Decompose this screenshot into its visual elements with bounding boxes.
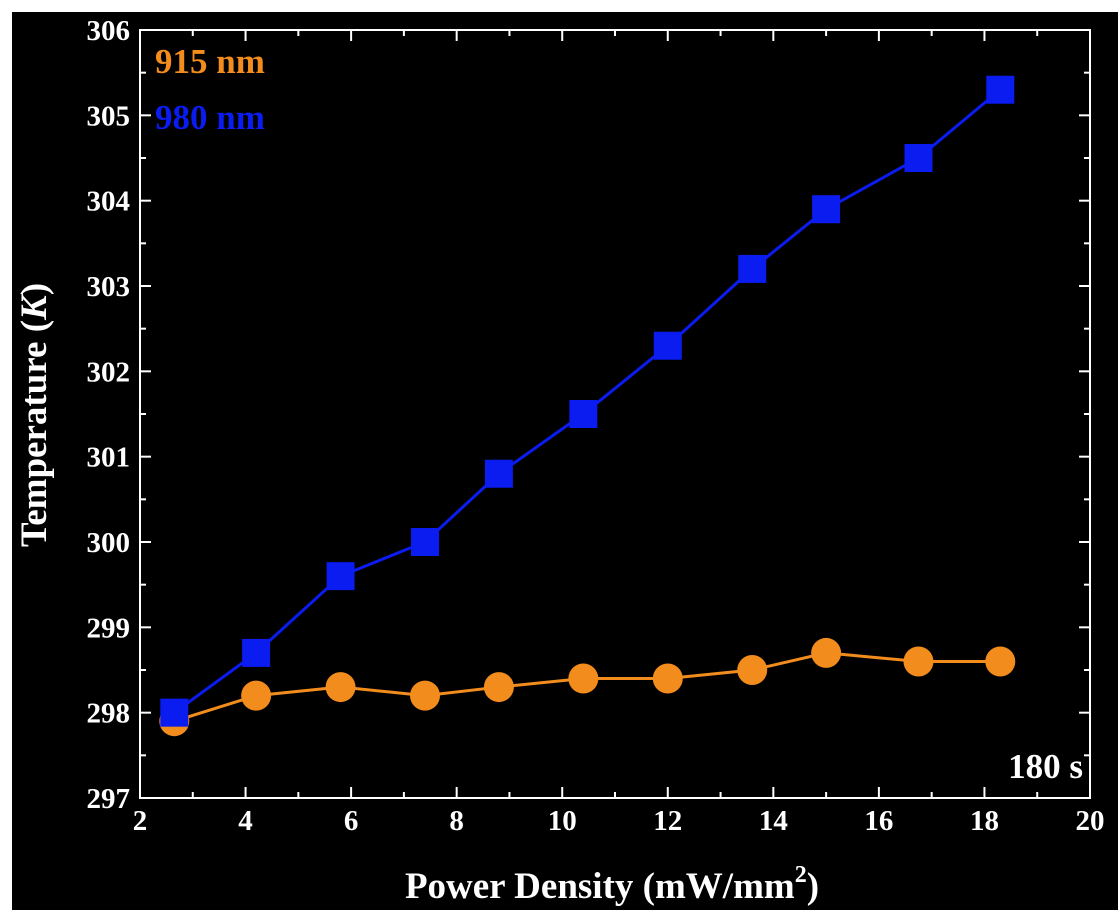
x-tick-label: 14 — [759, 805, 788, 837]
data-point — [568, 663, 599, 694]
y-tick-label: 306 — [87, 15, 131, 47]
annotation-text: 180 s — [1008, 747, 1083, 786]
data-point — [242, 638, 271, 667]
y-tick-label: 298 — [87, 698, 131, 730]
y-tick-label: 305 — [87, 100, 131, 132]
y-tick-label: 302 — [87, 356, 131, 388]
series-layer — [159, 75, 1016, 737]
data-point — [484, 459, 513, 488]
data-point — [160, 698, 189, 727]
x-tick-label: 16 — [864, 805, 893, 837]
data-point — [985, 646, 1016, 677]
legend-entry: 915 nm — [155, 42, 265, 81]
legend-entry: 980 nm — [155, 98, 265, 137]
axes: 2 4 6 8 10 12 14 16 18 20 297 298 299 300 301 302 303 304… — [87, 15, 1105, 837]
y-tick-label: 297 — [87, 783, 131, 815]
data-point — [904, 144, 933, 172]
data-point — [241, 680, 272, 711]
y-tick-label: 300 — [87, 527, 131, 559]
data-point — [903, 646, 934, 677]
x-tick-label: 8 — [449, 805, 464, 837]
series-980-nm — [160, 75, 1015, 727]
data-point — [652, 663, 683, 694]
data-point — [325, 672, 356, 703]
data-point — [569, 400, 598, 428]
data-point — [811, 637, 842, 668]
x-tick-label: 4 — [238, 805, 253, 837]
y-tick-label: 299 — [87, 612, 131, 644]
data-point — [326, 562, 355, 591]
data-point — [737, 655, 768, 685]
x-tick-label: 2 — [133, 805, 148, 837]
data-point — [410, 680, 440, 711]
data-point — [986, 75, 1015, 104]
x-tick-label: 20 — [1076, 805, 1105, 837]
y-tick-label: 304 — [87, 186, 131, 218]
data-point — [653, 331, 682, 360]
x-axis-title: Power Density (mW/mm2) — [405, 862, 819, 907]
plot-background — [12, 12, 1118, 910]
data-point — [812, 195, 841, 224]
x-tick-label: 6 — [344, 805, 359, 837]
series-915-nm — [159, 637, 1016, 737]
x-tick-label: 10 — [548, 805, 577, 837]
data-point — [483, 672, 514, 703]
data-point — [738, 254, 767, 283]
legend: 915 nm 980 nm — [155, 42, 265, 137]
y-axis-title: Temperature (K) — [14, 283, 55, 547]
data-point — [411, 528, 439, 556]
y-tick-label: 303 — [87, 271, 131, 303]
x-tick-label: 12 — [653, 805, 682, 837]
x-tick-label: 18 — [970, 805, 999, 837]
y-tick-label: 301 — [87, 442, 131, 474]
